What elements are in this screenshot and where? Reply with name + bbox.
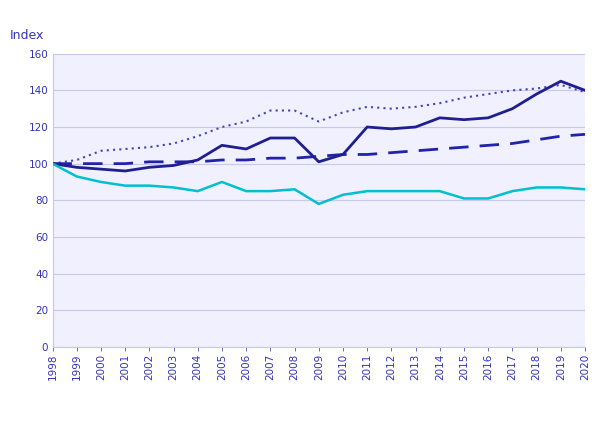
Text: Index: Index bbox=[10, 29, 44, 42]
